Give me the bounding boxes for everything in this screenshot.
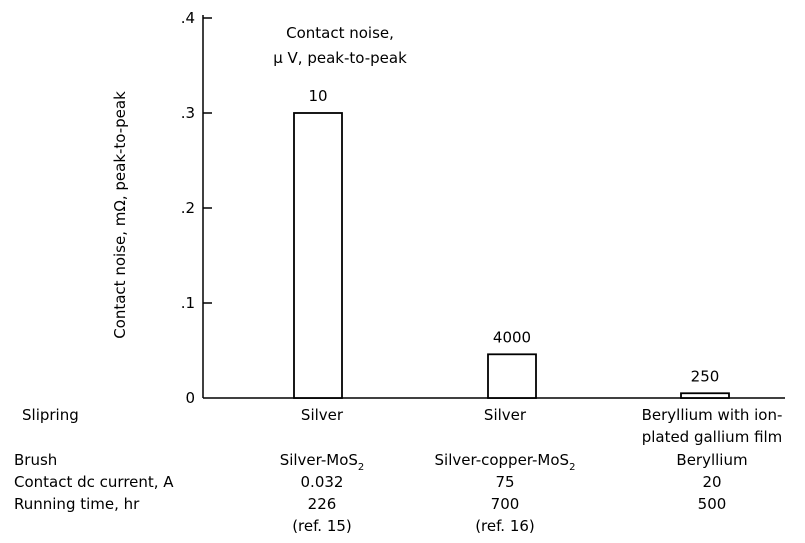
bar-data-label: 4000 (493, 328, 531, 346)
y-tick-label: 0 (185, 389, 195, 407)
running-time-value: 700 (491, 495, 520, 513)
reference-label: (ref. 15) (292, 517, 352, 535)
brush-label: Silver-copper-MoS2 (435, 451, 576, 473)
slipring-label: plated gallium film (642, 428, 783, 446)
brush-label: Silver-MoS2 (280, 451, 365, 473)
annotation-line-2: μ V, peak-to-peak (273, 49, 407, 67)
y-tick-label: .1 (181, 294, 195, 312)
row-label-current: Contact dc current, A (14, 473, 174, 491)
annotation-line-1: Contact noise, (286, 24, 394, 42)
current-value: 75 (495, 473, 514, 491)
slipring-label: Silver (301, 406, 344, 424)
bar (293, 112, 343, 399)
brush-label: Beryllium (676, 451, 747, 469)
running-time-value: 500 (698, 495, 727, 513)
y-tick-label: .3 (181, 104, 195, 122)
slipring-label: Beryllium with ion- (642, 406, 783, 424)
current-value: 0.032 (301, 473, 344, 491)
y-ticks: 0 .1 .2 .3 .4 (181, 9, 212, 407)
slipring-label: Silver (484, 406, 527, 424)
current-value: 20 (702, 473, 721, 491)
bar (680, 392, 730, 399)
y-tick-label: .4 (181, 9, 195, 27)
bars: 10 4000 250 (293, 87, 730, 399)
row-label-time: Running time, hr (14, 495, 140, 513)
row-label-slipring: Slipring (22, 406, 79, 424)
y-tick-label: .2 (181, 199, 195, 217)
reference-label: (ref. 16) (475, 517, 535, 535)
bar-data-label: 250 (691, 367, 720, 385)
y-axis-label: Contact noise, mΩ, peak-to-peak (111, 91, 129, 339)
running-time-value: 226 (308, 495, 337, 513)
row-label-brush: Brush (14, 451, 57, 469)
bar (487, 353, 537, 399)
bar-data-label: 10 (308, 87, 327, 105)
